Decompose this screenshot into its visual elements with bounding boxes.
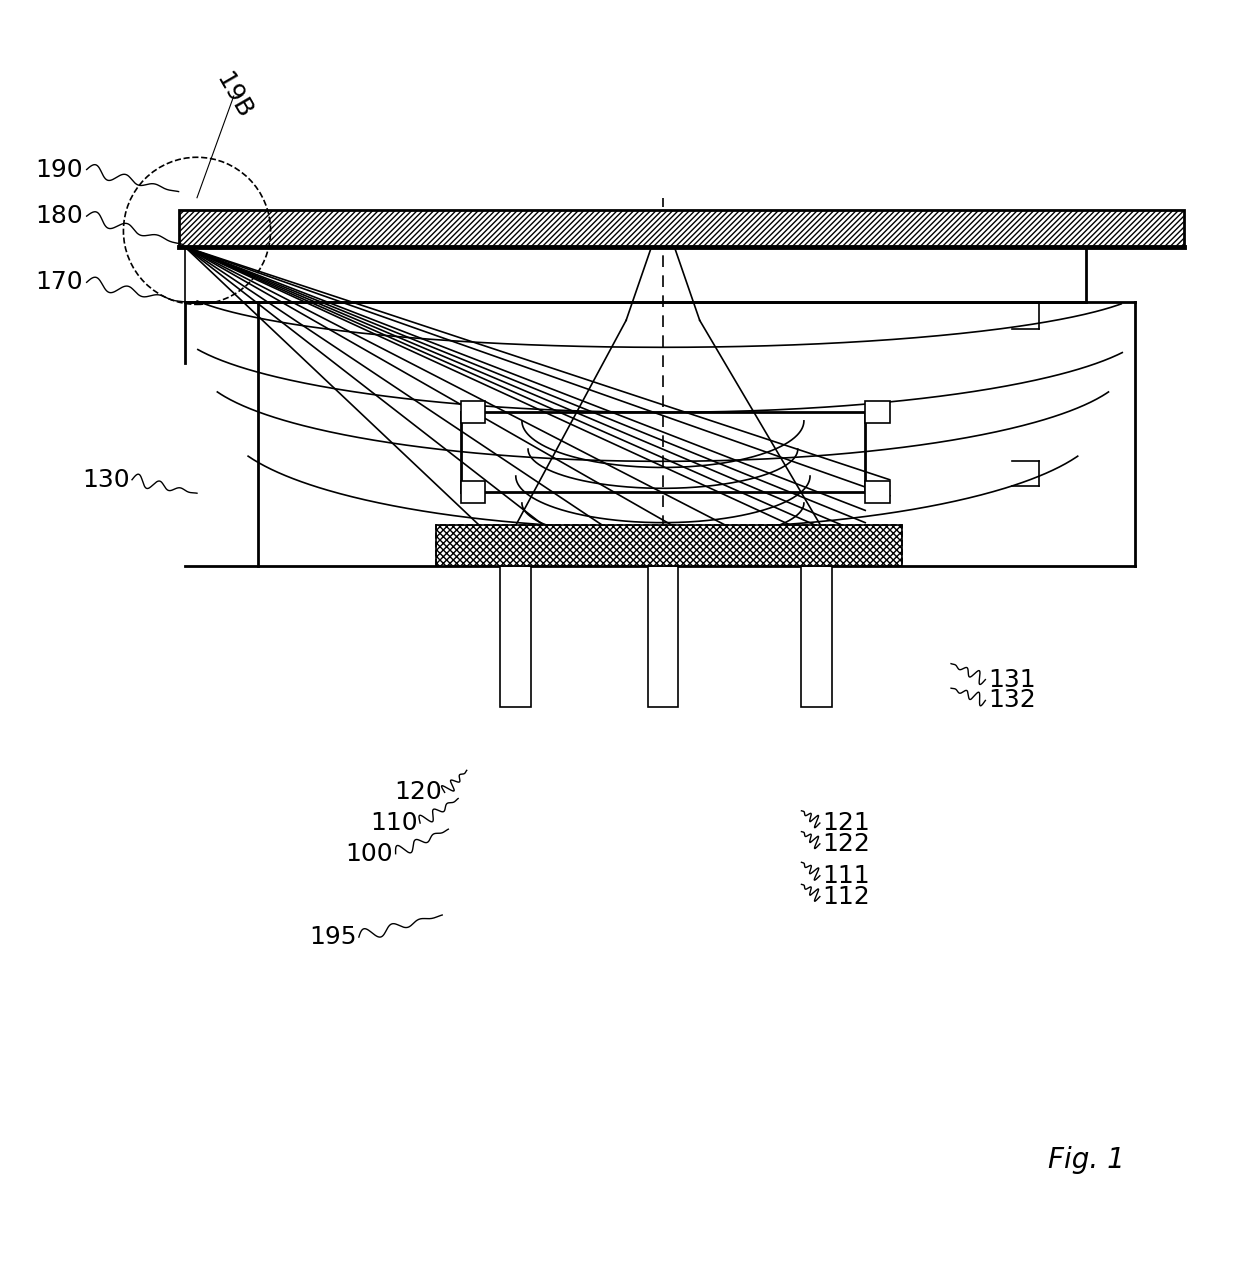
Text: 120: 120 — [394, 780, 443, 804]
Bar — [436, 525, 901, 566]
Text: 111: 111 — [822, 863, 870, 887]
Text: 19B: 19B — [211, 68, 257, 123]
Bar — [866, 481, 890, 503]
Text: 110: 110 — [370, 812, 418, 836]
Text: 170: 170 — [35, 271, 83, 294]
Bar — [460, 401, 485, 423]
Bar — [179, 210, 1184, 247]
Text: Fig. 1: Fig. 1 — [1048, 1146, 1125, 1175]
Text: 100: 100 — [346, 842, 393, 866]
Bar — [801, 566, 832, 706]
Text: 131: 131 — [988, 667, 1035, 691]
Text: 121: 121 — [822, 812, 870, 836]
Bar — [647, 566, 678, 706]
Text: 195: 195 — [309, 925, 356, 950]
Bar — [460, 481, 485, 503]
Bar — [501, 566, 531, 706]
Text: 112: 112 — [822, 885, 870, 909]
Text: 180: 180 — [35, 204, 83, 228]
Text: 130: 130 — [82, 467, 129, 491]
Text: 122: 122 — [822, 832, 870, 856]
Text: 190: 190 — [35, 157, 83, 181]
Text: 132: 132 — [988, 689, 1035, 713]
Bar — [436, 525, 901, 566]
Bar — [866, 401, 890, 423]
